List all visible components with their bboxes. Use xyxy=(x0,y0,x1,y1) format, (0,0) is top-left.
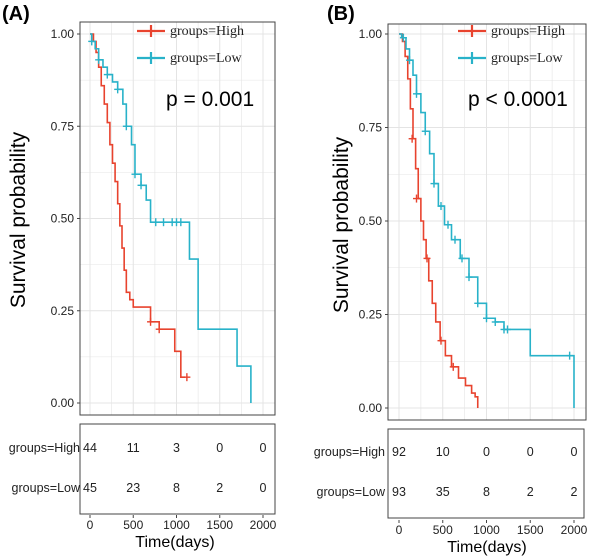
legend-low-label-a: groups=Low xyxy=(170,51,243,66)
panel-b: (B) Survival probability 0.00 0.25 0.50 0.7… xyxy=(314,3,588,556)
risk-value-b-0-1: 10 xyxy=(436,445,450,459)
x-tick-label-a-2: 1000 xyxy=(163,518,190,532)
panel-a-x-ticks: 0 500 1000 1500 2000 xyxy=(87,515,277,532)
x-tick-label-b-4: 2000 xyxy=(561,523,588,537)
risk-row-label-b-0: groups=High xyxy=(314,445,385,459)
panel-a-y-axis-label: Survival probability xyxy=(7,131,30,308)
risk-value-a-1-3: 2 xyxy=(216,481,223,495)
panel-b-x-axis-label: Time(days) xyxy=(447,539,526,556)
panel-b-y-ticks: 0.00 0.25 0.50 0.75 1.00 xyxy=(359,27,388,415)
risk-value-b-1-2: 8 xyxy=(483,485,490,499)
risk-value-a-0-4: 0 xyxy=(260,441,267,455)
risk-row-label-a-0: groups=High xyxy=(9,441,80,455)
panel-a-risk-values: groups=High 44 11 3 0 0 groups=Low 45 23 8 2 0 xyxy=(9,441,267,495)
risk-row-label-a-1: groups=Low xyxy=(12,481,81,495)
y-tick-label-a-4: 1.00 xyxy=(51,27,75,41)
y-tick-label-b-4: 1.00 xyxy=(359,27,383,41)
panel-b-curves xyxy=(399,33,575,408)
y-tick-label-b-3: 0.75 xyxy=(359,121,383,135)
risk-value-a-0-2: 3 xyxy=(173,441,180,455)
panel-a-curves xyxy=(88,33,252,403)
panel-a-p-value: p = 0.001 xyxy=(166,88,254,111)
panel-a-x-axis-label: Time(days) xyxy=(135,534,214,551)
risk-value-b-1-3: 2 xyxy=(527,485,534,499)
risk-value-b-0-4: 0 xyxy=(571,445,578,459)
risk-value-a-1-0: 45 xyxy=(83,481,97,495)
panel-a-y-ticks: 0.00 0.25 0.50 0.75 1.00 xyxy=(51,27,80,410)
panel-b-label: (B) xyxy=(327,3,355,25)
risk-value-a-0-0: 44 xyxy=(83,441,97,455)
panel-b-legend: groups=High groups=Low xyxy=(458,24,565,66)
panel-a: (A) Survival probability 0.00 0.25 0.50 0.7… xyxy=(2,3,277,551)
risk-value-b-1-0: 93 xyxy=(392,485,406,499)
panel-b-risk-table xyxy=(387,428,585,519)
risk-value-b-0-0: 92 xyxy=(392,445,406,459)
risk-value-b-0-3: 0 xyxy=(527,445,534,459)
panel-a-label: (A) xyxy=(2,3,30,25)
risk-value-a-1-4: 0 xyxy=(260,481,267,495)
risk-value-b-1-1: 35 xyxy=(436,485,450,499)
x-tick-label-b-3: 1500 xyxy=(517,523,544,537)
panel-b-x-ticks: 0 500 1000 1500 2000 xyxy=(396,520,588,537)
panel-a-legend: groups=High groups=Low xyxy=(137,24,244,66)
risk-value-b-1-4: 2 xyxy=(571,485,578,499)
risk-value-a-1-2: 8 xyxy=(173,481,180,495)
y-tick-label-b-2: 0.50 xyxy=(359,214,383,228)
x-tick-label-b-2: 1000 xyxy=(473,523,500,537)
risk-value-a-1-1: 23 xyxy=(126,481,140,495)
y-tick-label-a-0: 0.00 xyxy=(51,396,75,410)
y-tick-label-b-0: 0.00 xyxy=(359,401,383,415)
risk-value-a-0-3: 0 xyxy=(216,441,223,455)
panel-b-risk-values: groups=High 92 10 0 0 0 groups=Low 93 35 8 2 2 xyxy=(314,445,578,499)
x-tick-label-a-0: 0 xyxy=(87,518,94,532)
legend-high-label-b: groups=High xyxy=(491,24,565,39)
x-tick-label-a-3: 1500 xyxy=(206,518,233,532)
panel-a-plot-frame xyxy=(79,21,276,416)
y-tick-label-b-1: 0.25 xyxy=(359,308,383,322)
x-tick-label-b-1: 500 xyxy=(433,523,453,537)
y-tick-label-a-2: 0.50 xyxy=(51,212,75,226)
panel-b-plot-frame xyxy=(387,23,587,421)
x-tick-label-b-0: 0 xyxy=(396,523,403,537)
x-tick-label-a-1: 500 xyxy=(123,518,143,532)
panel-b-y-axis-label: Survival probability xyxy=(330,136,353,313)
panel-b-p-value: p < 0.0001 xyxy=(468,88,568,111)
risk-value-b-0-2: 0 xyxy=(483,445,490,459)
risk-value-a-0-1: 11 xyxy=(127,441,140,455)
legend-high-label-a: groups=High xyxy=(170,24,244,39)
x-tick-label-a-4: 2000 xyxy=(250,518,277,532)
panel-a-risk-table xyxy=(79,423,276,515)
y-tick-label-a-3: 0.75 xyxy=(51,119,75,133)
km-curve-high-a xyxy=(90,33,186,378)
risk-row-label-b-1: groups=Low xyxy=(317,485,386,499)
y-tick-label-a-1: 0.25 xyxy=(51,304,75,318)
legend-low-label-b: groups=Low xyxy=(491,51,564,66)
